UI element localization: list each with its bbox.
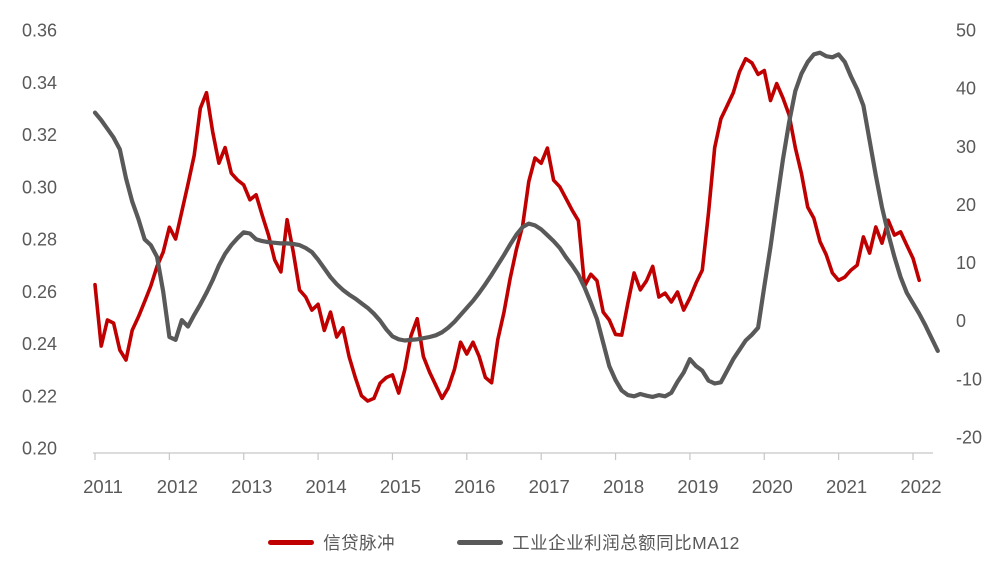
series-line-credit-pulse [93, 56, 922, 403]
left-axis-tick-label: 0.20 [22, 439, 57, 459]
x-axis-tick-label: 2017 [529, 476, 570, 497]
chart-legend: 信贷脉冲 工业企业利润总额同比MA12 [0, 530, 1008, 555]
x-axis-tick-label: 2013 [231, 476, 272, 497]
legend-label-industrial-profit: 工业企业利润总额同比MA12 [512, 533, 740, 553]
right-axis-tick-label: -10 [956, 369, 982, 389]
right-axis-tick-label: 20 [956, 195, 976, 215]
right-axis-tick-label: 0 [956, 311, 966, 331]
left-axis-tick-label: 0.28 [22, 230, 57, 250]
right-axis-tick-label: 50 [956, 21, 976, 41]
left-axis-tick-label: 0.36 [22, 21, 57, 41]
x-axis-tick-label: 2014 [306, 476, 347, 497]
x-axis-tick-label: 2012 [157, 476, 198, 497]
x-axis-tick-label: 2019 [677, 476, 718, 497]
right-axis-tick-label: 40 [956, 79, 976, 99]
x-axis-tick-label: 2016 [454, 476, 495, 497]
legend-label-credit-pulse: 信贷脉冲 [323, 533, 396, 553]
series-line-industrial-profit-ma12 [92, 50, 940, 399]
right-axis-tick-label: -20 [956, 428, 982, 448]
x-axis-tick-label: 2018 [603, 476, 644, 497]
left-axis-tick-label: 0.30 [22, 177, 57, 197]
legend-swatch-credit-pulse [268, 540, 315, 545]
legend-item-credit-pulse: 信贷脉冲 [268, 530, 395, 555]
left-axis-tick-label: 0.24 [22, 334, 57, 354]
x-axis-tick-label: 2022 [900, 476, 941, 497]
x-axis-tick-label: 2021 [826, 476, 867, 497]
x-axis-tick-label: 2011 [83, 476, 123, 497]
x-axis-tick-label: 2015 [380, 476, 421, 497]
x-axis-tick-label: 2020 [752, 476, 793, 497]
left-axis-tick-label: 0.34 [22, 73, 57, 93]
left-axis-tick-label: 0.22 [22, 386, 57, 406]
right-axis-tick-label: 30 [956, 137, 976, 157]
legend-item-industrial-profit: 工业企业利润总额同比MA12 [457, 530, 740, 555]
left-axis-tick-label: 0.32 [22, 125, 57, 145]
legend-swatch-industrial-profit [457, 540, 504, 545]
left-axis-tick-label: 0.26 [22, 282, 57, 302]
right-axis-tick-label: 10 [956, 253, 976, 273]
